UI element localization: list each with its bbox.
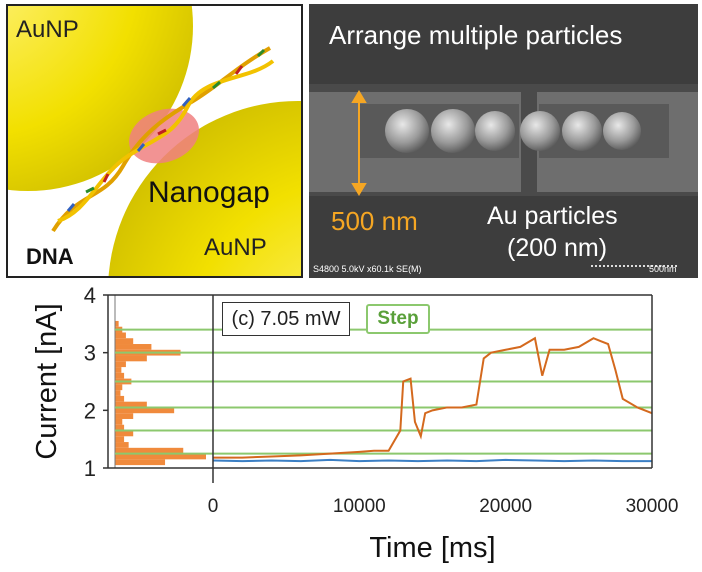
histogram-bar [115,436,125,443]
schematic-panel: AuNP Nanogap AuNP DNA [6,4,303,278]
step-legend: Step [366,304,430,334]
nanogap-label: Nanogap [148,176,270,209]
histogram-bar [115,338,134,345]
current-time-chart: 1 2 3 4 0 10000 20000 30000 Time [ms] Current [nA… [31,283,679,564]
orange-current-trace [213,336,653,459]
au-particle [562,111,602,151]
aunp-top-label: AuNP [16,16,79,43]
histogram-bar [115,407,175,414]
y-tick-label: 2 [84,398,96,423]
histogram-bar [115,430,134,437]
particles-label: Au particles [487,202,618,230]
histogram-bar [115,344,152,350]
histogram-bar [115,418,123,425]
y-tick-label: 3 [84,341,96,366]
histogram-bar [115,442,129,448]
scale-label: 500 nm [331,206,418,236]
scale-arrow [351,90,367,196]
histogram-bar [115,424,125,431]
histogram-bar [115,413,134,419]
x-tick-label: 0 [208,496,219,517]
x-tick-label: 30000 [626,496,679,517]
au-particle [431,109,475,153]
y-tick-label: 4 [84,283,96,308]
histogram-bar [115,367,122,373]
au-particle [603,112,641,150]
histogram-bar [115,447,184,454]
sem-image-panel: Arrange multiple particles 500 nm Au par… [309,4,698,278]
histogram-bar [115,395,125,402]
histogram-bar [115,361,126,368]
x-axis-title: Time [ms] [369,532,495,564]
histogram-bar [115,401,147,408]
histogram-bar [115,372,125,379]
y-tick-label: 1 [84,456,96,481]
blue-current-trace [212,458,652,463]
histogram-bar [115,320,119,327]
histogram-bar [115,384,123,391]
gold-nanoparticle-top [8,6,193,191]
aunp-bottom-label: AuNP [204,234,267,261]
histogram-bar [115,453,206,460]
current-chart-panel: 1 2 3 4 0 10000 20000 30000 Time [ms] Current [nA… [0,283,702,568]
dna-helix [51,46,275,233]
condition-legend: (c) 7.05 mW [222,302,350,336]
sem-title: Arrange multiple particles [329,20,623,50]
au-particle [385,109,429,153]
sem-info: S4800 5.0kV x60.1k SE(M) [313,264,422,274]
sem-image [309,4,698,278]
x-tick-label: 10000 [333,496,386,517]
au-particle [520,111,560,151]
y-axis-title: Current [nA] [31,303,63,459]
au-particle [475,111,515,151]
x-tick-label: 20000 [479,496,532,517]
histogram-bar [115,390,121,396]
gold-nanoparticle-bottom [108,101,301,276]
histogram-bar [115,355,147,362]
sem-scale-label: 500nm [649,264,677,274]
particles-size-label: (200 nm) [507,234,608,262]
histogram-bar [115,459,166,466]
histogram-bar [115,332,126,339]
schematic-drawing [8,6,301,276]
dna-label: DNA [26,244,74,269]
